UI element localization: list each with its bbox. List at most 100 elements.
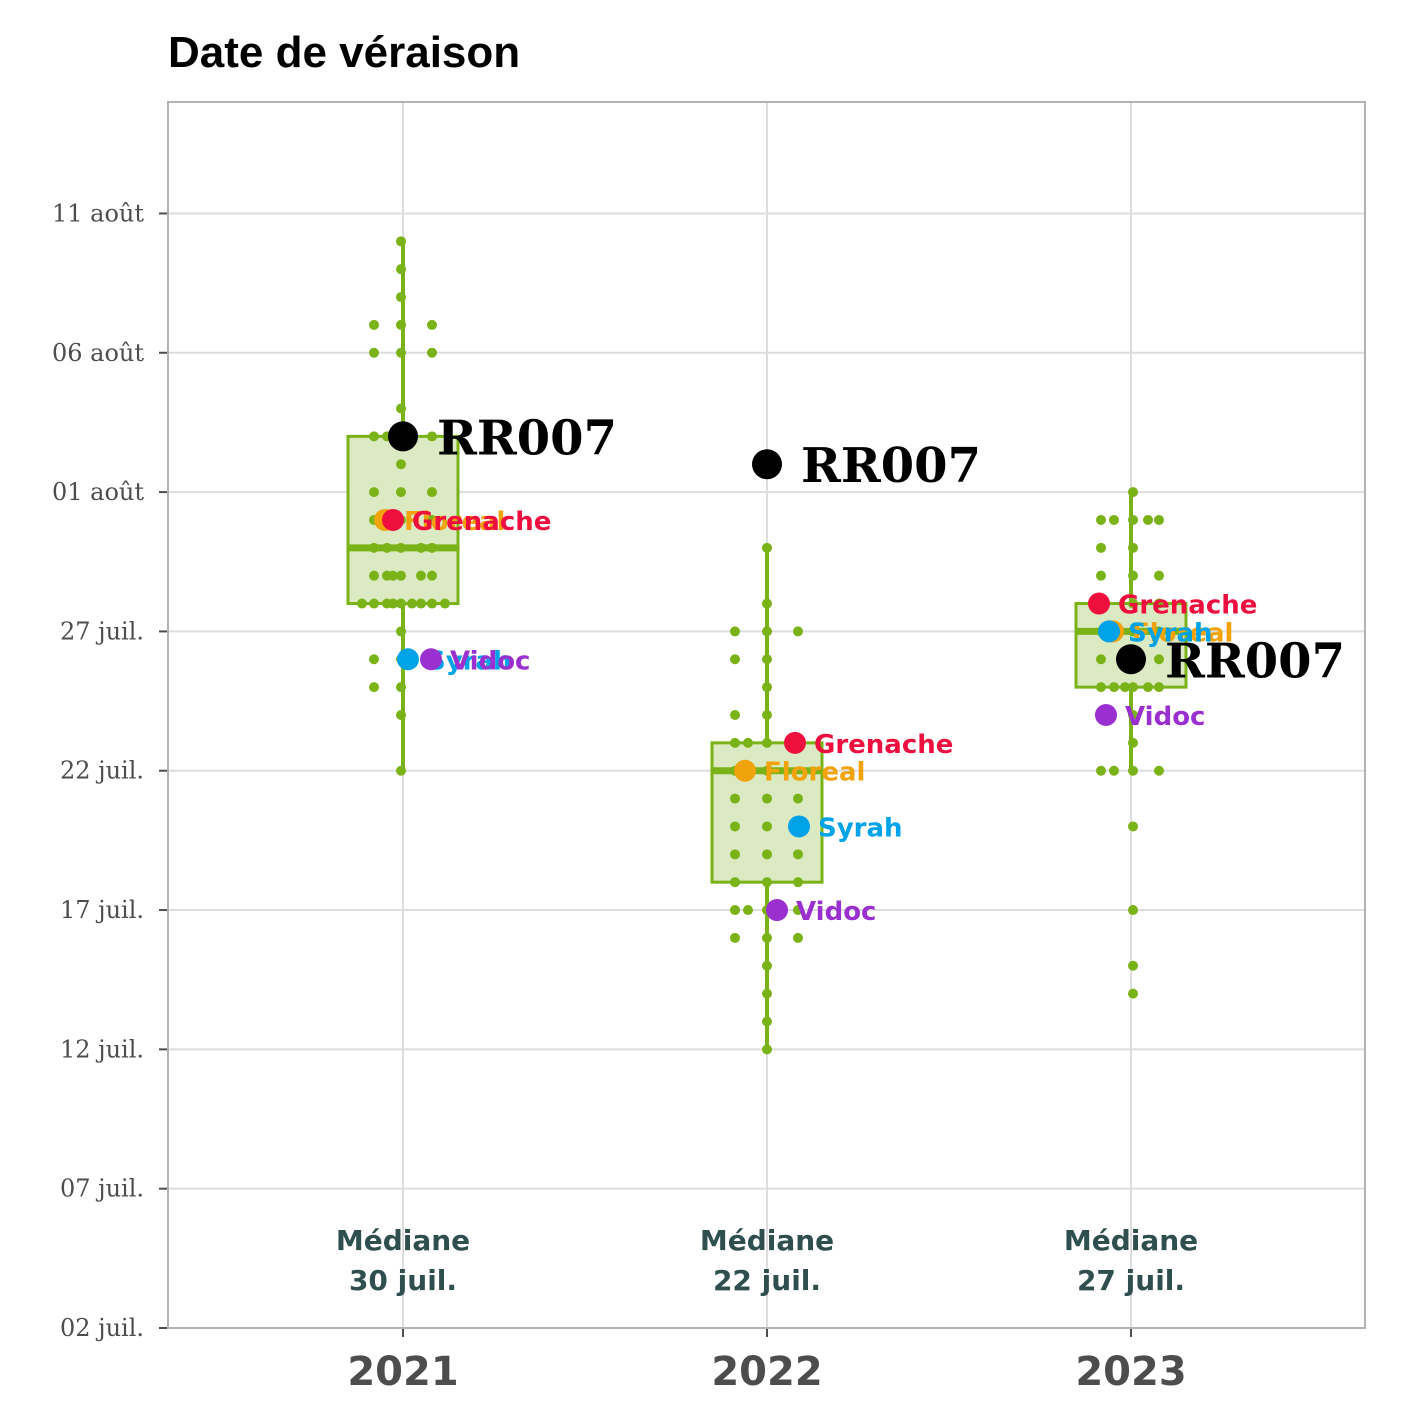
data-point [730,793,740,804]
data-point [1128,626,1138,637]
data-point [427,431,437,442]
data-point [1128,988,1138,999]
data-point [369,598,379,609]
highlight-label: Vidoc [796,897,876,927]
data-point [427,570,437,581]
data-point [427,542,437,553]
data-point [396,347,406,358]
data-point [1109,765,1119,776]
data-point [1096,514,1106,525]
data-point [762,960,772,971]
data-point [396,487,406,498]
data-point [396,264,406,275]
data-point [762,932,772,943]
data-point [1154,514,1164,525]
data-point [743,737,753,748]
data-point [762,821,772,832]
data-point [1154,765,1164,776]
data-point [762,793,772,804]
data-point [793,877,803,888]
y-tick-label: 12 juil. [60,1035,144,1063]
data-point [427,487,437,498]
data-point [369,682,379,693]
data-point [1096,570,1106,581]
data-point [730,710,740,720]
data-point [1096,765,1106,776]
data-point [730,626,740,637]
highlight-label: Floreal [764,758,865,788]
data-point [762,988,772,999]
data-point [396,403,406,414]
data-point [1128,737,1138,748]
highlight-label: Grenache [1118,591,1257,621]
highlight-label: Grenache [412,507,551,537]
median-note-value: 30 juil. [349,1264,457,1297]
data-point [1128,598,1138,609]
data-point [793,793,803,804]
data-point [369,570,379,581]
data-point [396,292,406,303]
data-point [1154,654,1164,665]
median-note-title: Médiane [336,1224,470,1257]
y-tick-label: 06 août [52,339,144,367]
data-point [762,626,772,637]
data-point [1109,514,1119,525]
data-point [1109,682,1119,693]
highlight-point [752,449,782,480]
data-point [762,1044,772,1055]
data-point [382,542,392,553]
data-point [357,598,367,609]
x-tick-label: 2023 [1075,1349,1186,1395]
data-point [762,682,772,693]
data-point [416,542,426,553]
data-point [369,431,379,442]
highlight-label: RR007 [1165,633,1345,689]
data-point [396,459,406,470]
y-tick-label: 11 août [52,199,144,227]
data-point [793,626,803,637]
data-point [762,598,772,609]
y-tick-label: 27 juil. [60,617,144,645]
data-point [396,236,406,247]
data-point [396,598,406,609]
highlight-point [1088,592,1110,615]
data-point [1128,514,1138,525]
data-point [369,487,379,498]
x-tick-label: 2022 [711,1349,822,1395]
median-note-title: Médiane [700,1224,834,1257]
data-point [762,654,772,665]
data-point [730,821,740,832]
y-tick-label: 01 août [52,478,144,506]
highlight-label: Syrah [1128,618,1213,648]
data-point [1120,682,1130,693]
data-point [762,1016,772,1027]
data-point [427,319,437,330]
highlight-point [766,899,788,922]
data-point [1128,905,1138,916]
data-point [1128,765,1138,776]
data-point [1154,682,1164,693]
data-point [369,319,379,330]
data-point [1096,542,1106,553]
plot-panel [167,101,1366,1329]
data-point [1128,542,1138,553]
data-point [730,654,740,665]
data-point [743,905,753,916]
highlight-label: Vidoc [450,646,530,676]
data-point [730,932,740,943]
data-point [396,710,406,720]
highlight-label: Grenache [814,730,953,760]
data-point [396,765,406,776]
data-point [1143,682,1153,693]
highlight-point [382,508,404,531]
data-point [440,598,450,609]
data-point [762,849,772,860]
data-point [730,877,740,888]
data-point [762,877,772,888]
y-tick-label: 07 juil. [60,1175,144,1203]
data-point [730,849,740,860]
data-point [416,570,426,581]
data-point [407,598,417,609]
data-point [396,626,406,637]
